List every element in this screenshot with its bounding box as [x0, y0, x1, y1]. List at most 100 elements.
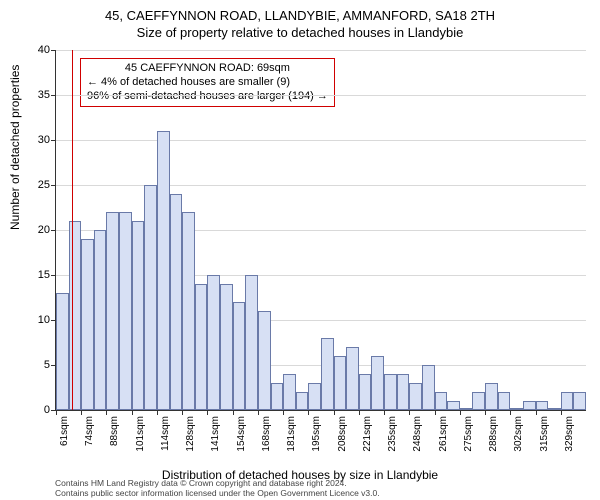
- bar: [207, 275, 220, 410]
- y-tick-label: 30: [38, 134, 50, 146]
- y-tick-label: 0: [44, 404, 50, 416]
- x-tick-label: 88sqm: [109, 416, 120, 446]
- x-tick-mark: [460, 410, 461, 415]
- bar: [56, 293, 69, 410]
- x-tick-label: 261sqm: [438, 416, 449, 452]
- bar: [94, 230, 107, 410]
- gridline: [56, 185, 586, 186]
- y-tick-label: 25: [38, 179, 50, 191]
- bar: [182, 212, 195, 410]
- attribution-line1: Contains HM Land Registry data © Crown c…: [55, 478, 380, 488]
- x-tick-mark: [81, 410, 82, 415]
- x-tick-label: 315sqm: [539, 416, 550, 452]
- y-tick-label: 10: [38, 314, 50, 326]
- bar: [144, 185, 157, 410]
- bar: [308, 383, 321, 410]
- x-tick-label: 101sqm: [135, 416, 146, 452]
- x-tick-label: 114sqm: [160, 416, 171, 451]
- x-tick-mark: [334, 410, 335, 415]
- x-tick-mark: [132, 410, 133, 415]
- bar: [321, 338, 334, 410]
- annotation-line: 45 CAEFFYNNON ROAD: 69sqm: [87, 62, 328, 76]
- gridline: [56, 140, 586, 141]
- bar: [283, 374, 296, 410]
- bar: [422, 365, 435, 410]
- bar: [245, 275, 258, 410]
- chart-container: 45, CAEFFYNNON ROAD, LLANDYBIE, AMMANFOR…: [0, 0, 600, 500]
- bar: [397, 374, 410, 410]
- y-tick-mark: [51, 140, 56, 141]
- bar: [510, 408, 523, 410]
- x-tick-mark: [409, 410, 410, 415]
- title-subtitle: Size of property relative to detached ho…: [0, 25, 600, 40]
- bar: [69, 221, 82, 410]
- bar: [334, 356, 347, 410]
- x-tick-mark: [561, 410, 562, 415]
- x-tick-label: 235sqm: [387, 416, 398, 452]
- x-tick-mark: [56, 410, 57, 415]
- attribution: Contains HM Land Registry data © Crown c…: [55, 478, 380, 498]
- y-tick-mark: [51, 95, 56, 96]
- y-tick-label: 20: [38, 224, 50, 236]
- x-tick-label: 208sqm: [337, 416, 348, 452]
- x-tick-mark: [157, 410, 158, 415]
- x-tick-label: 195sqm: [311, 416, 322, 452]
- annotation-line: ← 4% of detached houses are smaller (9): [87, 76, 328, 90]
- x-tick-mark: [207, 410, 208, 415]
- bar: [359, 374, 372, 410]
- x-tick-label: 288sqm: [488, 416, 499, 452]
- x-tick-mark: [359, 410, 360, 415]
- y-tick-label: 15: [38, 269, 50, 281]
- annotation-box: 45 CAEFFYNNON ROAD: 69sqm← 4% of detache…: [80, 58, 335, 107]
- bar: [220, 284, 233, 410]
- bar: [157, 131, 170, 410]
- title-address: 45, CAEFFYNNON ROAD, LLANDYBIE, AMMANFOR…: [0, 0, 600, 23]
- x-tick-label: 128sqm: [185, 416, 196, 452]
- reference-line: [72, 50, 73, 410]
- gridline: [56, 50, 586, 51]
- bar: [561, 392, 574, 410]
- y-tick-mark: [51, 50, 56, 51]
- bar: [548, 408, 561, 410]
- x-tick-mark: [308, 410, 309, 415]
- bar: [81, 239, 94, 410]
- x-tick-mark: [435, 410, 436, 415]
- x-tick-mark: [233, 410, 234, 415]
- bar: [106, 212, 119, 410]
- x-tick-label: 168sqm: [261, 416, 272, 452]
- x-tick-label: 74sqm: [84, 416, 95, 446]
- plot-area: 45 CAEFFYNNON ROAD: 69sqm← 4% of detache…: [55, 50, 586, 411]
- x-tick-label: 221sqm: [362, 416, 373, 452]
- x-tick-mark: [283, 410, 284, 415]
- x-tick-label: 154sqm: [236, 416, 247, 452]
- x-tick-mark: [106, 410, 107, 415]
- bar: [384, 374, 397, 410]
- bar: [132, 221, 145, 410]
- bar: [195, 284, 208, 410]
- gridline: [56, 95, 586, 96]
- x-tick-mark: [182, 410, 183, 415]
- bar: [371, 356, 384, 410]
- annotation-line: 96% of semi-detached houses are larger (…: [87, 90, 328, 104]
- x-tick-mark: [258, 410, 259, 415]
- bar: [460, 408, 473, 410]
- bar: [271, 383, 284, 410]
- y-axis-label: Number of detached properties: [8, 65, 22, 230]
- x-tick-mark: [384, 410, 385, 415]
- bar: [258, 311, 271, 410]
- y-tick-label: 40: [38, 44, 50, 56]
- bar: [447, 401, 460, 410]
- x-tick-label: 181sqm: [286, 416, 297, 452]
- x-tick-mark: [485, 410, 486, 415]
- x-tick-mark: [536, 410, 537, 415]
- bar: [573, 392, 586, 410]
- x-tick-label: 302sqm: [513, 416, 524, 452]
- y-tick-mark: [51, 230, 56, 231]
- x-tick-label: 248sqm: [412, 416, 423, 452]
- attribution-line2: Contains public sector information licen…: [55, 488, 380, 498]
- bar: [472, 392, 485, 410]
- x-tick-label: 329sqm: [564, 416, 575, 452]
- x-tick-label: 275sqm: [463, 416, 474, 452]
- x-tick-label: 61sqm: [59, 416, 70, 446]
- bar: [435, 392, 448, 410]
